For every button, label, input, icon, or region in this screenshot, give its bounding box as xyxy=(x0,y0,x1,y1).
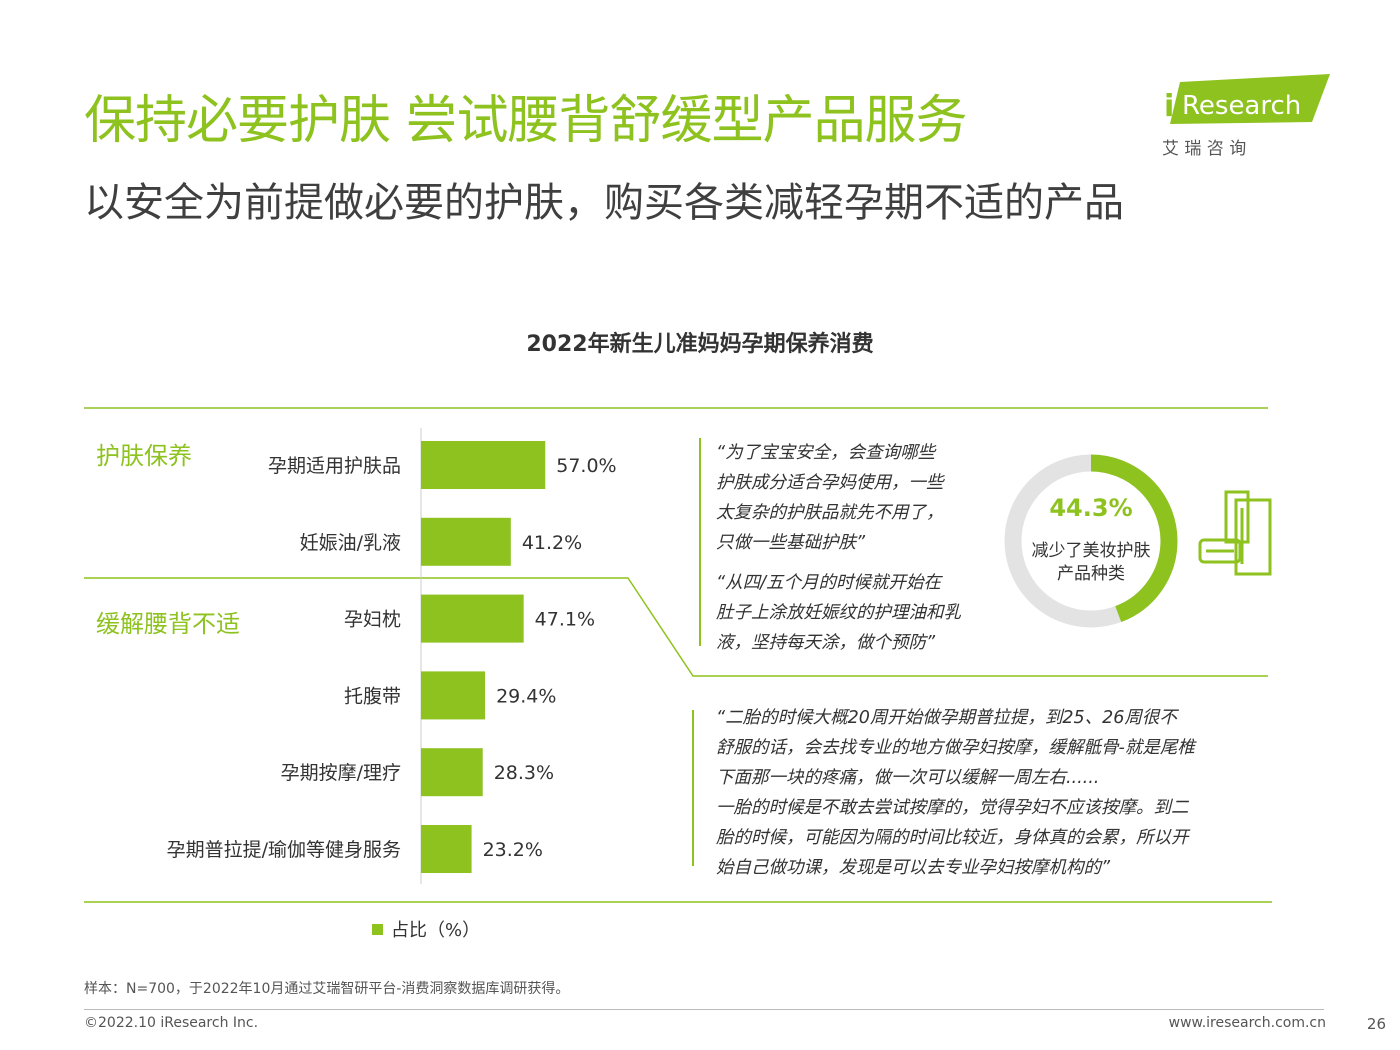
donut-label-line: 产品种类 xyxy=(1057,564,1125,584)
donut-label: 减少了美妆护肤 产品种类 xyxy=(1010,540,1172,586)
donut-label-line: 减少了美妆护肤 xyxy=(1031,541,1151,561)
category-label: 孕期普拉提/瑜伽等健身服务 xyxy=(167,839,401,861)
quote-line: 一胎的时候是不敢去尝试按摩的，觉得孕妇不应该按摩。到二 xyxy=(716,798,1189,818)
category-label: 孕妇枕 xyxy=(344,609,401,631)
iresearch-logo: i Research 艾 瑞 咨 询 xyxy=(1162,74,1330,158)
donut-arc xyxy=(1004,454,1178,628)
quote-line: 舒服的话，会去找专业的地方做孕妇按摩，缓解骶骨-就是尾椎 xyxy=(716,738,1195,758)
value-label: 29.4% xyxy=(496,685,556,707)
quote-stretch-oil: “从四/五个月的时候就开始在 肚子上涂放妊娠纹的护理油和乳 液，坚持每天涂，做个… xyxy=(716,568,961,658)
value-label: 23.2% xyxy=(483,839,543,861)
donut-chart xyxy=(1004,454,1178,628)
page-number: 26 xyxy=(1366,1015,1386,1033)
quote-skincare: “为了宝宝安全，会查询哪些 护肤成分适合孕妈使用，一些 太复杂的护肤品就先不用了… xyxy=(716,438,944,558)
quote-line: “从四/五个月的时候就开始在 xyxy=(716,573,941,593)
bar-4 xyxy=(421,748,483,797)
page-subtitle: 以安全为前提做必要的护肤，购买各类减轻孕期不适的产品 xyxy=(84,180,1124,226)
logo-text: Research xyxy=(1182,91,1301,121)
quote-line: “为了宝宝安全，会查询哪些 xyxy=(716,443,936,463)
quote-line: 始自己做功课，发现是可以去专业孕妇按摩机构的” xyxy=(716,858,1111,878)
group-label-back-relief: 缓解腰背不适 xyxy=(96,610,240,638)
quote-line: 只做一些基础护肤” xyxy=(716,533,866,553)
sample-note: 样本：N=700，于2022年10月通过艾瑞智研平台-消费洞察数据库调研获得。 xyxy=(84,981,570,997)
bar-0 xyxy=(421,441,546,489)
category-label: 妊娠油/乳液 xyxy=(300,532,401,554)
copyright: ©2022.10 iResearch Inc. xyxy=(84,1015,259,1031)
quote-line: 肚子上涂放妊娠纹的护理油和乳 xyxy=(716,603,961,623)
legend-label: 占比（%） xyxy=(391,920,481,941)
footer-divider xyxy=(84,1009,1324,1010)
quote-massage: “二胎的时候大概20周开始做孕期普拉提，到25、26周很不 舒服的话，会去找专业… xyxy=(716,703,1195,883)
bar-1 xyxy=(421,517,511,566)
quote-line: 下面那一块的疼痛，做一次可以缓解一周左右...... xyxy=(716,768,1100,788)
category-label: 托腹带 xyxy=(344,685,401,707)
website-link[interactable]: www.iresearch.com.cn xyxy=(1168,1015,1326,1031)
bar-3 xyxy=(421,671,486,720)
quote-line: 胎的时候，可能因为隔的时间比较近，身体真的会累，所以开 xyxy=(716,828,1189,848)
category-label: 孕期适用护肤品 xyxy=(268,455,401,477)
quote-line: 液，坚持每天涂，做个预防” xyxy=(716,633,936,653)
group-label-skincare: 护肤保养 xyxy=(96,442,192,470)
skincare-products-icon xyxy=(1198,490,1272,576)
quote-line: 护肤成分适合孕妈使用，一些 xyxy=(716,473,944,493)
category-label: 孕期按摩/理疗 xyxy=(281,762,401,784)
page-title: 保持必要护肤 尝试腰背舒缓型产品服务 xyxy=(84,91,968,151)
svg-text:i: i xyxy=(1164,89,1174,124)
bar-2 xyxy=(421,594,524,643)
quote-line: 太复杂的护肤品就先不用了， xyxy=(716,503,944,523)
logo-cn: 艾 瑞 咨 询 xyxy=(1162,139,1246,158)
section-divider xyxy=(84,577,1268,677)
value-label: 47.1% xyxy=(535,609,595,631)
bar-5 xyxy=(421,825,472,873)
donut-value: 44.3% xyxy=(1049,494,1133,522)
quote-line: “二胎的时候大概20周开始做孕期普拉提，到25、26周很不 xyxy=(716,708,1177,728)
chart-legend: 占比（%） xyxy=(372,916,480,942)
value-label: 41.2% xyxy=(522,532,582,554)
value-label: 28.3% xyxy=(494,762,554,784)
value-label: 57.0% xyxy=(556,455,616,477)
chart-title: 2022年新生儿准妈妈孕期保养消费 xyxy=(526,332,874,357)
legend-swatch xyxy=(372,924,383,935)
